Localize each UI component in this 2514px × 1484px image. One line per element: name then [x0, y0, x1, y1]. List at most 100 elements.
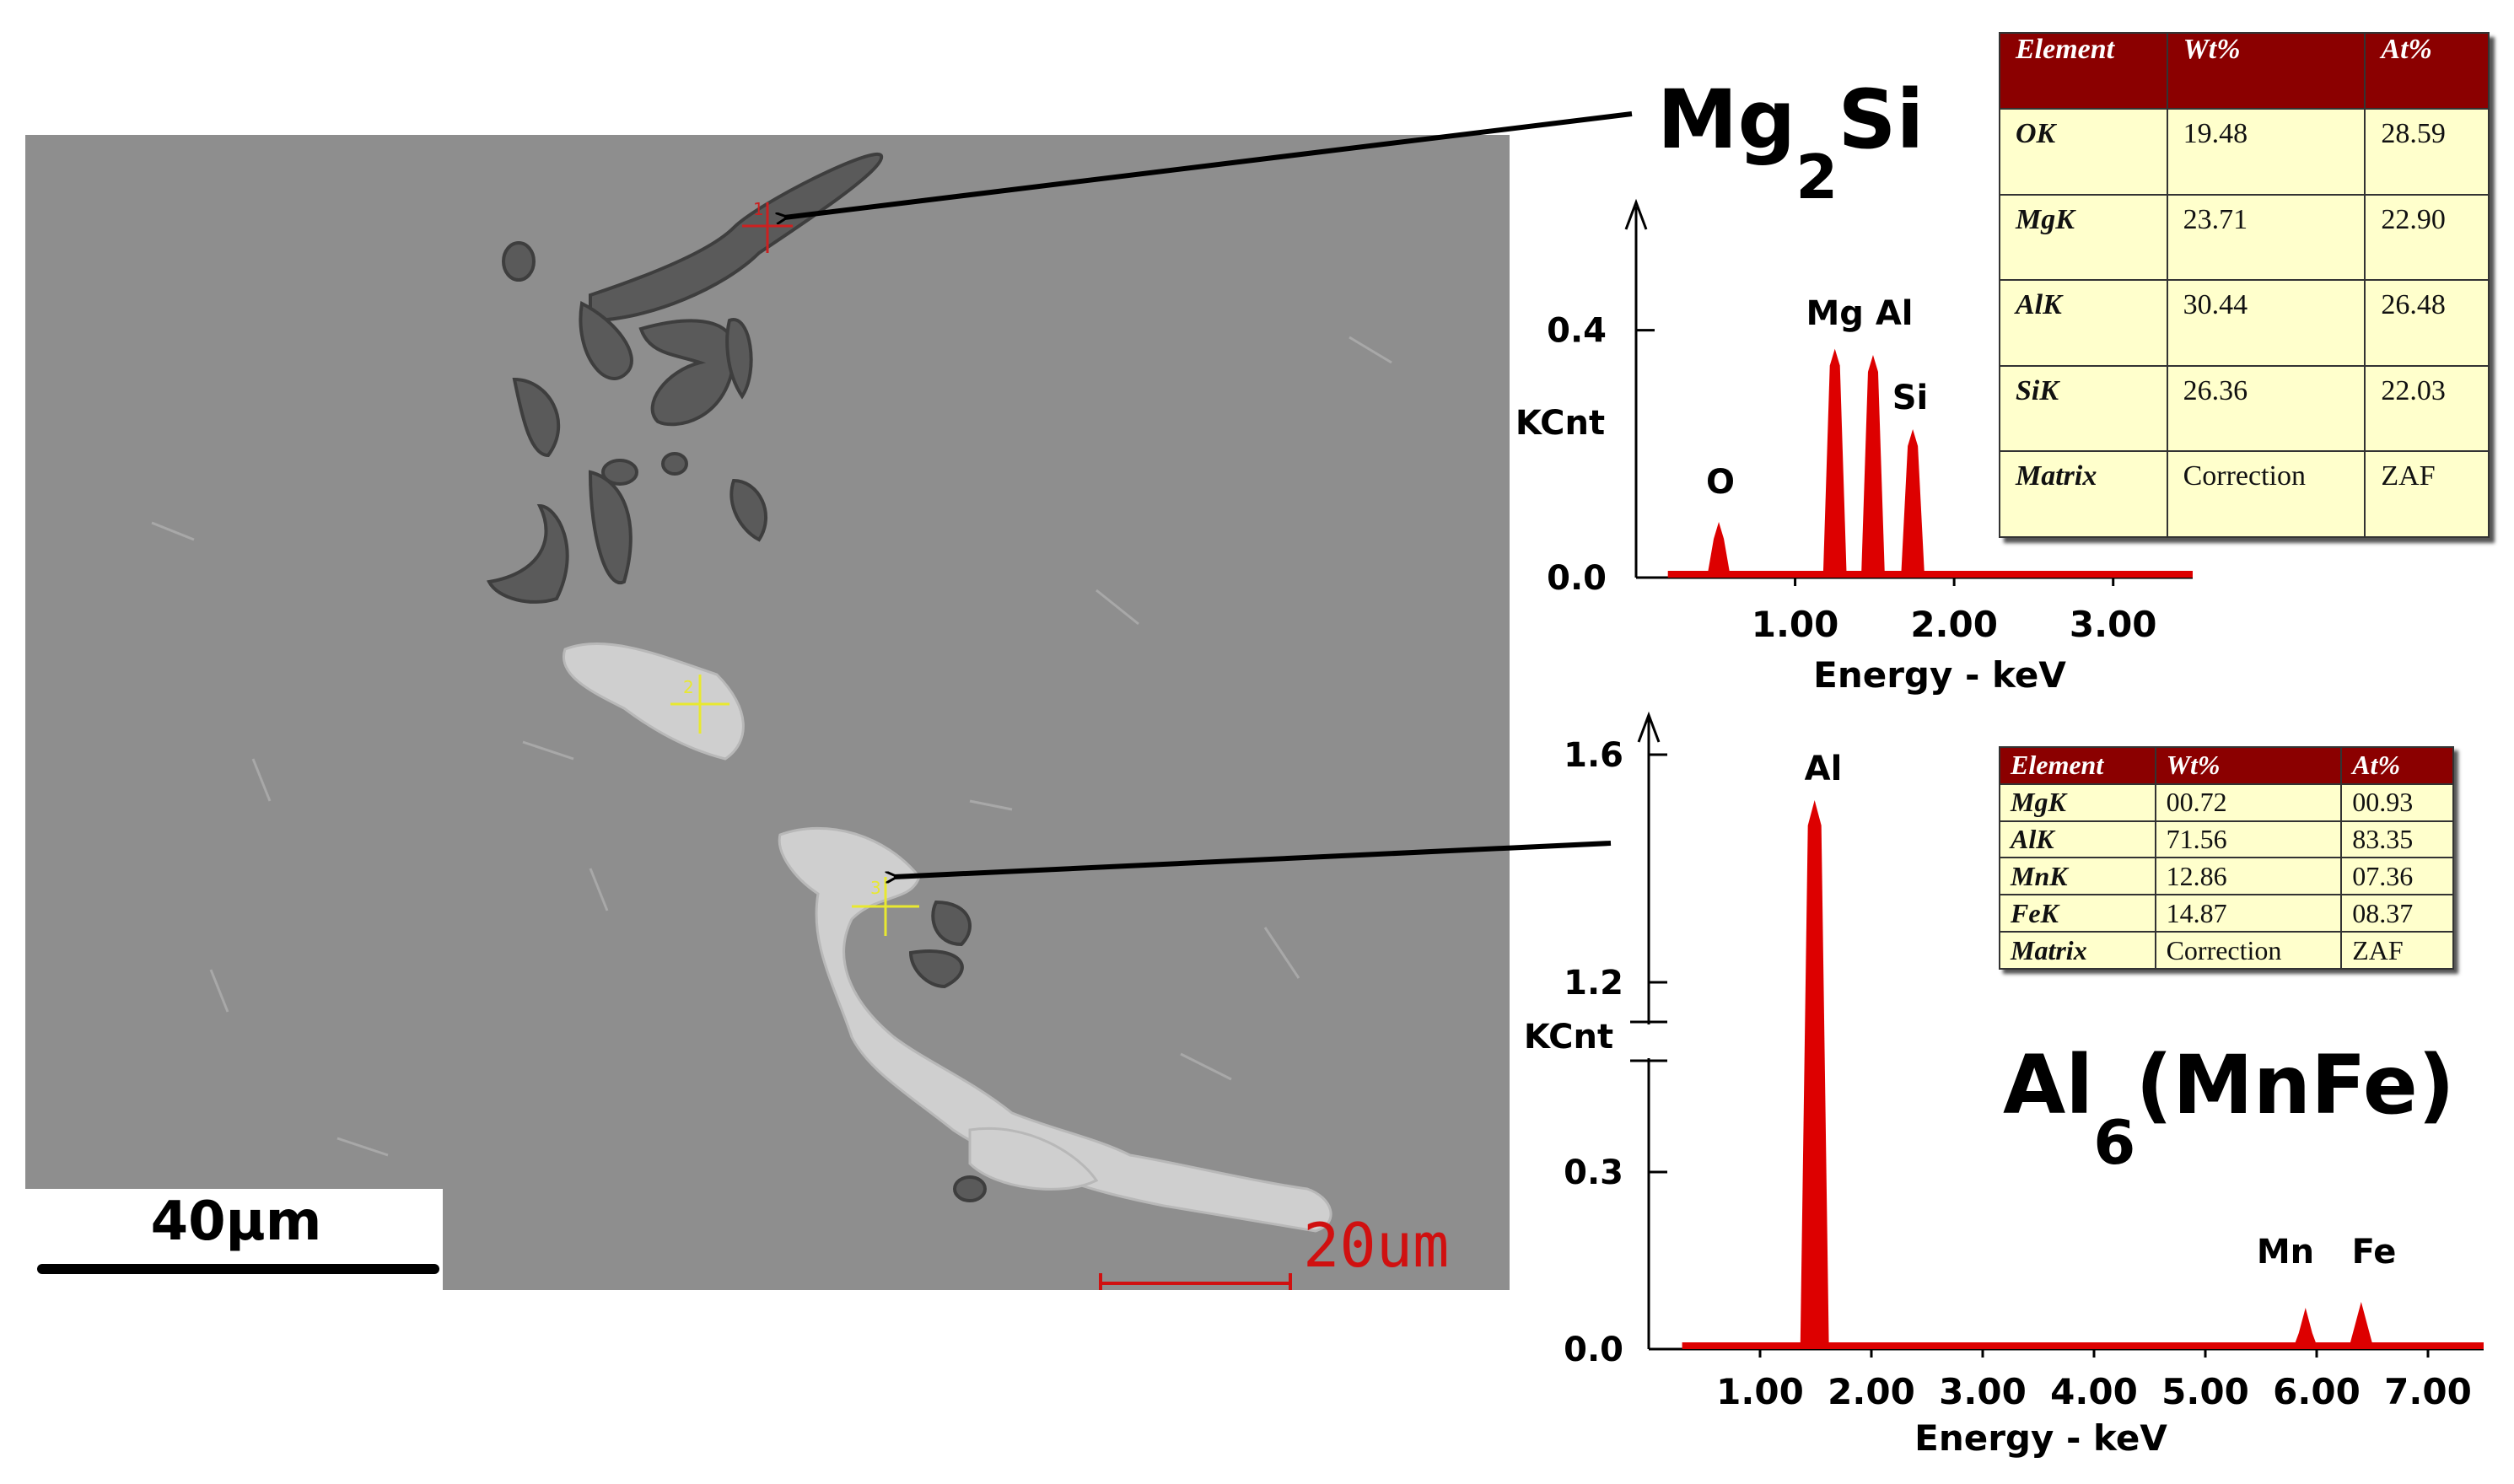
point-marker-3: 3	[852, 877, 919, 936]
instrument-scale-label: 20um	[1303, 1210, 1449, 1281]
table1-header-row: Element Wt% At%	[1999, 32, 2490, 110]
table1-cell: AlK	[1999, 279, 2168, 367]
table-row: SiK 26.36 22.03	[1999, 364, 2490, 453]
spectrum-2-x-tick-label: 4.00	[2050, 1371, 2138, 1412]
spectrum-2-y-arrow	[1637, 711, 1661, 743]
spectrum-1-peak-al	[1860, 355, 1885, 578]
spectrum-2-trace	[1682, 800, 2484, 1349]
table2-cell: 14.87	[2154, 894, 2343, 933]
phase-label-mg2si-sub: 2	[1795, 142, 1838, 212]
spectrum-2-axis-break	[1630, 1020, 1667, 1062]
spectrum-2-x-tick-label: 6.00	[2273, 1371, 2361, 1412]
table2-cell: 08.37	[2340, 894, 2454, 933]
spectrum-1-peak-o	[1707, 522, 1731, 578]
table1-cell: 26.48	[2364, 279, 2490, 367]
table2-cell: Matrix	[1999, 931, 2156, 970]
needle-precipitates	[151, 336, 1392, 1157]
spectrum-1-xlabel: Energy - keV	[1813, 654, 2066, 696]
point-marker-3-label: 3	[870, 878, 881, 898]
table1-cell: 22.90	[2364, 193, 2490, 282]
table2-header-row: Element Wt% At%	[1999, 746, 2454, 785]
eds-spectrum-1: 1.00 2.00 3.00 0.0 0.4 KCnt Energy - keV O M…	[1515, 198, 2193, 696]
table1-cell: Matrix	[1999, 450, 2168, 538]
spectrum-2-x-tick-label: 7.00	[2384, 1371, 2472, 1412]
table1-cell: 30.44	[2166, 279, 2366, 367]
spectrum-1-peak-label-si: Si	[1892, 379, 1929, 417]
spectrum-2-peak-mn	[2292, 1308, 2318, 1349]
spectrum-1-x-tick-label: 1.00	[1752, 604, 1839, 645]
table1-cell: 23.71	[2166, 193, 2366, 282]
spectrum-2-peak-label-mn: Mn	[2257, 1233, 2314, 1272]
table1-header-at: At%	[2364, 32, 2490, 110]
mg2si-phase	[486, 153, 987, 1202]
table1-cell: Correction	[2166, 450, 2366, 538]
table2-header-at: At%	[2340, 746, 2454, 785]
phase-label-al6mnfe-base: Al	[2003, 1038, 2093, 1132]
table1-cell: 28.59	[2364, 108, 2490, 196]
spectrum-2-x-tick-label: 1.00	[1716, 1371, 1804, 1412]
phase-label-al6mnfe-sub: 6	[2093, 1107, 2135, 1178]
spectrum-1-ylabel: KCnt	[1515, 404, 1605, 443]
micrograph-background	[25, 135, 1510, 1290]
table1-cell: 26.36	[2166, 364, 2366, 453]
table-row: FeK 14.87 08.37	[1999, 894, 2454, 933]
point-marker-1: 1	[742, 199, 793, 253]
table2-cell: MnK	[1999, 857, 2156, 896]
composition-table-mg2si: Element Wt% At% OK 19.48 28.59 MgK 23.71…	[1999, 32, 2490, 538]
phase-label-mg2si-base: Mg	[1657, 73, 1795, 167]
table-row: MnK 12.86 07.36	[1999, 857, 2454, 896]
table1-cell: 22.03	[2364, 364, 2490, 453]
table-row: Matrix Correction ZAF	[1999, 450, 2490, 538]
spectrum-1-trace	[1667, 348, 2193, 578]
eds-spectrum-2: 1.00 2.00 3.00 4.00 5.00 6.00 7.00 0.0 0.3 1.2 1.6…	[1524, 711, 2484, 1459]
spectrum-1-peak-label-o: O	[1706, 463, 1735, 502]
spectrum-1-y-arrow	[1624, 198, 1648, 230]
table2-cell: 07.36	[2340, 857, 2454, 896]
table1-header-element: Element	[1999, 32, 2168, 110]
spectrum-1-peak-mg	[1822, 348, 1847, 578]
phase-label-mg2si-tail: Si	[1838, 73, 1924, 167]
table-row: AlK 30.44 26.48	[1999, 279, 2490, 367]
phase-label-al6mnfe-tail: (MnFe)	[2135, 1038, 2454, 1132]
table2-cell: FeK	[1999, 894, 2156, 933]
table-row: MgK 23.71 22.90	[1999, 193, 2490, 282]
spectrum-1-y-tick-label: 0.4	[1547, 312, 1607, 351]
table2-cell: MgK	[1999, 782, 2156, 822]
spectrum-1-baseline	[1667, 571, 2193, 578]
spectrum-2-y-tick-label: 0.0	[1564, 1331, 1623, 1369]
table2-cell: Correction	[2154, 931, 2343, 970]
spectrum-2-x-tick-label: 5.00	[2161, 1371, 2249, 1412]
table2-header-element: Element	[1999, 746, 2156, 785]
table2-cell: 83.35	[2340, 820, 2454, 859]
table1-cell: 19.48	[2166, 108, 2366, 196]
spectrum-2-x-tick-label: 2.00	[1828, 1371, 1915, 1412]
table-row: Matrix Correction ZAF	[1999, 931, 2454, 970]
spectrum-1-peak-label-mg-al: Mg Al	[1806, 294, 1913, 333]
spectrum-2-baseline	[1682, 1342, 2484, 1349]
table1-cell: SiK	[1999, 364, 2168, 453]
spectrum-2-peak-label-fe: Fe	[2352, 1233, 2397, 1272]
spectrum-2-peak-fe	[2348, 1302, 2374, 1349]
spectrum-2-y-tick-label: 1.2	[1564, 964, 1623, 1003]
table2-cell: 71.56	[2154, 820, 2343, 859]
phase-label-al6mnfe: Al6(MnFe)	[2003, 1038, 2455, 1178]
point-marker-2-label: 2	[683, 677, 694, 697]
table2-cell: 12.86	[2154, 857, 2343, 896]
spectrum-1-y-tick-label: 0.0	[1547, 559, 1607, 598]
phase-label-mg2si: Mg2Si	[1657, 73, 1924, 212]
table2-cell: 00.93	[2340, 782, 2454, 822]
point-marker-2: 2	[670, 675, 729, 734]
table2-cell: ZAF	[2340, 931, 2454, 970]
spectrum-2-peak-al	[1800, 800, 1829, 1349]
arrow-to-mg2si	[784, 111, 1633, 218]
spectrum-2-xlabel: Energy - keV	[1914, 1417, 2167, 1459]
point-marker-1-label: 1	[753, 199, 764, 219]
spectrum-2-x-tick-label: 3.00	[1939, 1371, 2027, 1412]
sem-micrograph: 1 2 3 40µm 20um	[25, 135, 1510, 1290]
table1-header-wt: Wt%	[2166, 32, 2366, 110]
arrow-to-al6mnfe	[894, 841, 1612, 877]
spectrum-1-x-tick-label: 2.00	[1910, 604, 1998, 645]
spectrum-1-x-tick-label: 3.00	[2070, 604, 2157, 645]
table1-cell: MgK	[1999, 193, 2168, 282]
